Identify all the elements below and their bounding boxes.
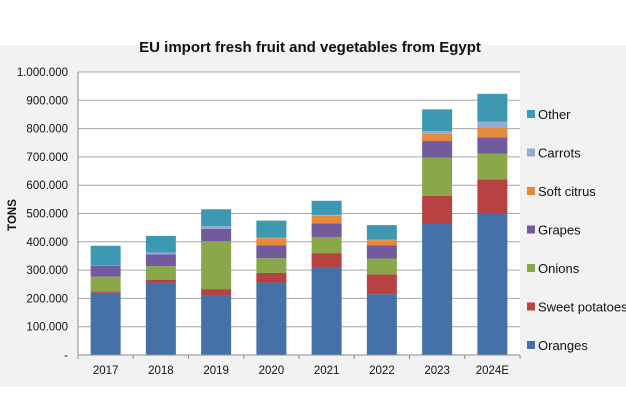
- bar-segment-oranges: [256, 282, 287, 355]
- bar-segment-grapes: [311, 223, 342, 238]
- bar-segment-other: [201, 209, 232, 227]
- bar-segment-carrots: [90, 265, 121, 266]
- bar-segment-sweet-potatoes: [422, 195, 453, 224]
- legend-label: Soft citrus: [538, 184, 596, 199]
- bar-segment-sweet-potatoes: [90, 291, 121, 293]
- bar-segment-sweet-potatoes: [477, 179, 508, 214]
- bar-segment-carrots: [145, 252, 176, 255]
- y-tick-label: 400.000: [26, 237, 68, 249]
- bar-segment-grapes: [477, 137, 508, 154]
- bar-segment-grapes: [256, 245, 287, 259]
- bar-segment-carrots: [477, 121, 508, 129]
- bar-segment-grapes: [201, 228, 232, 242]
- bar-segment-other: [477, 93, 508, 122]
- bar-segment-other: [366, 225, 397, 240]
- bar-segment-sweet-potatoes: [366, 274, 397, 295]
- legend-label: Other: [538, 107, 571, 122]
- chart-title: EU import fresh fruit and vegetables fro…: [139, 39, 481, 56]
- bar-segment-other: [90, 245, 121, 266]
- legend-swatch: [527, 341, 535, 349]
- y-tick-label: 500.000: [26, 209, 68, 221]
- x-tick-label: 2017: [93, 365, 119, 377]
- y-tick-label: 200.000: [26, 293, 68, 305]
- bar-segment-sweet-potatoes: [311, 253, 342, 268]
- bar-segment-onions: [311, 237, 342, 254]
- legend-label: Oranges: [538, 338, 588, 353]
- bar-segment-other: [422, 109, 453, 132]
- bar-segment-oranges: [311, 267, 342, 355]
- bar-segment-oranges: [422, 223, 453, 355]
- bar-segment-sweet-potatoes: [201, 289, 232, 296]
- bar-segment-other: [256, 220, 287, 238]
- bar-segment-onions: [90, 276, 121, 292]
- bar-segment-soft-citrus: [477, 128, 508, 138]
- bar-segment-onions: [201, 241, 232, 290]
- legend-swatch: [527, 110, 535, 118]
- legend-label: Onions: [538, 261, 580, 276]
- bar-segment-grapes: [90, 265, 121, 277]
- legend-swatch: [527, 264, 535, 272]
- bar-segment-carrots: [366, 239, 397, 241]
- x-tick-label: 2020: [259, 365, 285, 377]
- x-tick-label: 2022: [369, 365, 395, 377]
- bar-segment-onions: [422, 157, 453, 196]
- y-tick-label: 900.000: [26, 95, 68, 107]
- bar-segment-oranges: [366, 294, 397, 355]
- bar-segment-grapes: [145, 254, 176, 267]
- bar-segment-onions: [477, 153, 508, 180]
- legend-swatch: [527, 225, 535, 234]
- bar-segment-oranges: [477, 213, 508, 355]
- y-tick-label: 600.000: [26, 180, 68, 192]
- legend-swatch: [527, 148, 535, 157]
- bar-segment-onions: [145, 266, 176, 281]
- bar-segment-carrots: [201, 226, 232, 229]
- bar-segment-carrots: [422, 131, 453, 134]
- bar-segment-oranges: [90, 292, 121, 355]
- bar-segment-grapes: [422, 141, 453, 158]
- x-tick-label: 2019: [203, 365, 229, 377]
- bar-segment-oranges: [201, 295, 232, 355]
- bar-segment-soft-citrus: [366, 240, 397, 246]
- x-tick-label: 2024E: [476, 365, 510, 377]
- bar-segment-grapes: [366, 245, 397, 259]
- bar-segment-carrots: [311, 214, 342, 216]
- y-tick-label: -: [64, 350, 68, 362]
- bar-segment-carrots: [256, 237, 287, 239]
- bar-segment-onions: [366, 258, 397, 275]
- y-tick-label: 100.000: [26, 322, 68, 334]
- y-tick-label: 1.000.000: [17, 67, 68, 79]
- legend-swatch: [527, 302, 535, 311]
- bar-segment-other: [311, 200, 342, 215]
- bar-segment-other: [145, 235, 176, 253]
- legend-label: Carrots: [538, 146, 581, 161]
- y-axis-label: TONS: [7, 199, 19, 231]
- legend-label: Sweet potatoes: [538, 300, 626, 315]
- x-tick-label: 2021: [314, 365, 340, 377]
- y-tick-label: 300.000: [26, 265, 68, 277]
- bar-segment-onions: [256, 258, 287, 273]
- bar-segment-oranges: [145, 282, 176, 355]
- bar-segment-soft-citrus: [311, 215, 342, 224]
- bar-segment-sweet-potatoes: [256, 272, 287, 283]
- x-tick-label: 2023: [424, 365, 450, 377]
- legend-swatch: [527, 187, 535, 195]
- bar-segment-soft-citrus: [256, 238, 287, 246]
- y-tick-label: 800.000: [26, 124, 68, 136]
- legend-label: Grapes: [538, 223, 581, 238]
- y-tick-label: 700.000: [26, 152, 68, 164]
- x-tick-label: 2018: [148, 365, 174, 377]
- bar-segment-sweet-potatoes: [145, 280, 176, 283]
- bar-segment-soft-citrus: [422, 133, 453, 142]
